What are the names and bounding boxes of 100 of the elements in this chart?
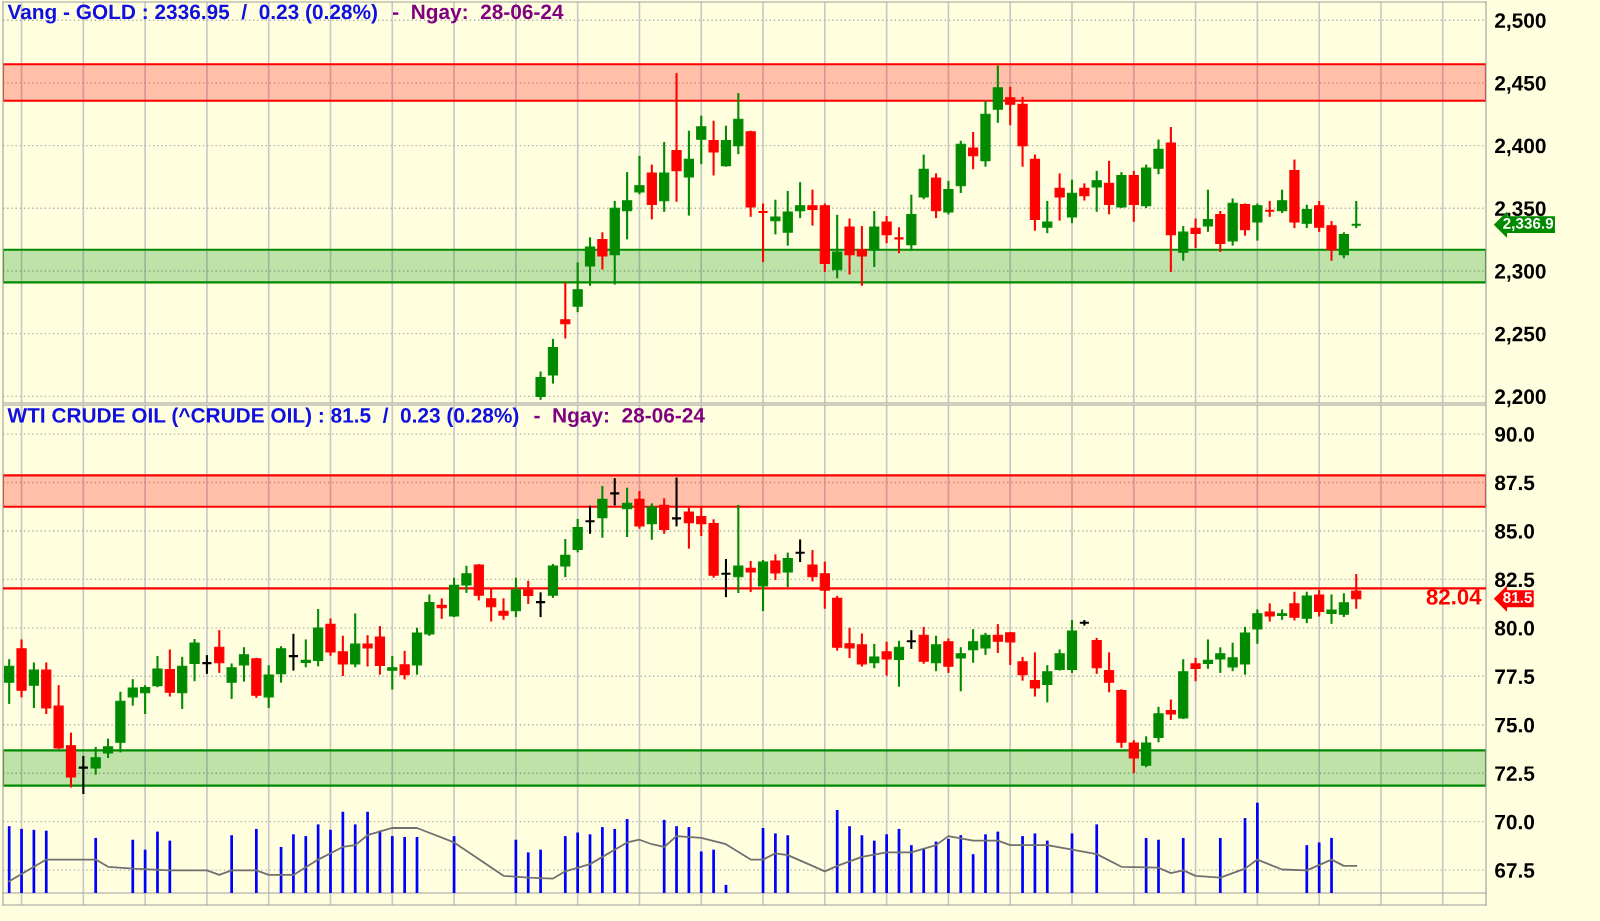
- bar: [1181, 837, 1185, 893]
- candlestick: [1202, 639, 1214, 669]
- bar: [329, 829, 332, 893]
- bar: [563, 836, 567, 893]
- candlestick: [560, 282, 571, 339]
- text: 81.5: [1503, 592, 1532, 603]
- candlestick: [621, 487, 633, 538]
- candlestick: [856, 226, 868, 286]
- bar: [786, 835, 790, 893]
- candlestick: [535, 371, 546, 400]
- y-tick-label: 2,500: [1495, 13, 1546, 31]
- bar: [168, 840, 172, 893]
- candlestick: [189, 639, 200, 682]
- candlestick: [1289, 591, 1300, 621]
- bar: [131, 839, 135, 893]
- y-tick-label: 87.5: [1494, 475, 1535, 491]
- bar: [94, 837, 98, 893]
- bar: [20, 828, 23, 893]
- bar: [7, 826, 11, 893]
- bar: [1317, 842, 1321, 893]
- candlestick: [1078, 620, 1090, 626]
- text: 2,336.9: [1503, 217, 1554, 232]
- candlestick: [498, 598, 509, 620]
- candlestick: [337, 635, 348, 676]
- candlestick: [881, 641, 892, 676]
- candlestick: [832, 214, 843, 279]
- candlestick: [708, 120, 719, 176]
- candlestick: [1326, 594, 1337, 624]
- candlestick: [794, 539, 806, 563]
- candlestick: [201, 655, 213, 674]
- bar: [984, 834, 987, 893]
- candlestick: [1153, 706, 1164, 743]
- candlestick: [930, 635, 942, 672]
- candlestick: [757, 203, 769, 262]
- candlestick: [1338, 232, 1350, 259]
- candlestick: [399, 650, 410, 680]
- candlestick: [869, 643, 880, 669]
- candlestick: [856, 633, 868, 667]
- candlestick: [794, 182, 806, 219]
- bar: [1157, 839, 1160, 893]
- candlestick: [807, 189, 818, 226]
- candlestick: [1141, 736, 1152, 768]
- chart-title: Vang - GOLD : 2336.95 / 0.23 (0.28%): [7, 4, 377, 24]
- bar: [774, 833, 777, 893]
- bar: [254, 828, 258, 893]
- y-tick-label: 77.5: [1495, 669, 1535, 685]
- candlestick: [782, 552, 793, 588]
- candlestick: [905, 630, 917, 649]
- candlestick: [226, 663, 237, 699]
- bar: [1256, 802, 1259, 893]
- candlestick: [696, 115, 707, 165]
- bar: [230, 835, 233, 893]
- candlestick: [584, 505, 596, 534]
- bar: [292, 834, 295, 893]
- candlestick: [992, 624, 1003, 653]
- candlestick: [893, 227, 905, 254]
- chart-subtitle: - Ngay: 28-06-24: [534, 407, 705, 427]
- candlestick: [238, 647, 250, 682]
- candlestick: [770, 199, 781, 235]
- chart-subtitle: - Ngay: 28-06-24: [393, 4, 564, 24]
- candlestick: [1314, 200, 1325, 232]
- candlestick: [77, 755, 89, 795]
- bar: [576, 832, 580, 893]
- bar: [353, 824, 357, 893]
- candlestick: [127, 679, 138, 706]
- y-tick-label: 67.5: [1495, 863, 1535, 878]
- candlestick: [968, 629, 979, 663]
- candlestick: [597, 232, 608, 270]
- candlestick: [992, 65, 1003, 123]
- y-tick-label: 90.0: [1495, 427, 1535, 442]
- bar: [1021, 836, 1024, 893]
- candlestick: [733, 504, 744, 594]
- candlestick: [214, 630, 225, 673]
- bar: [699, 851, 703, 893]
- y-tick-label: 2,450: [1495, 75, 1546, 94]
- candlestick: [1103, 160, 1115, 215]
- candlestick: [770, 554, 781, 580]
- bar: [712, 849, 715, 893]
- candlestick: [634, 155, 645, 195]
- bar: [156, 831, 159, 893]
- y-tick-label: 85.0: [1494, 523, 1535, 539]
- candlestick: [1128, 740, 1139, 774]
- bar: [526, 852, 530, 893]
- candlestick: [980, 632, 991, 655]
- candlestick: [1005, 631, 1016, 665]
- candlestick: [1301, 204, 1312, 229]
- candlestick: [1153, 139, 1164, 175]
- candlestick: [1091, 170, 1102, 212]
- candlestick: [609, 478, 621, 506]
- bar: [1305, 845, 1309, 893]
- candlestick: [4, 659, 15, 704]
- candlestick: [1276, 189, 1288, 214]
- candlestick: [572, 262, 583, 313]
- candlestick: [1029, 652, 1041, 697]
- bar: [601, 827, 604, 893]
- candlestick: [362, 635, 373, 667]
- bar: [662, 819, 666, 893]
- y-tick-label: 2,250: [1495, 326, 1546, 345]
- candlestick: [1165, 699, 1176, 720]
- candlestick: [1252, 609, 1263, 644]
